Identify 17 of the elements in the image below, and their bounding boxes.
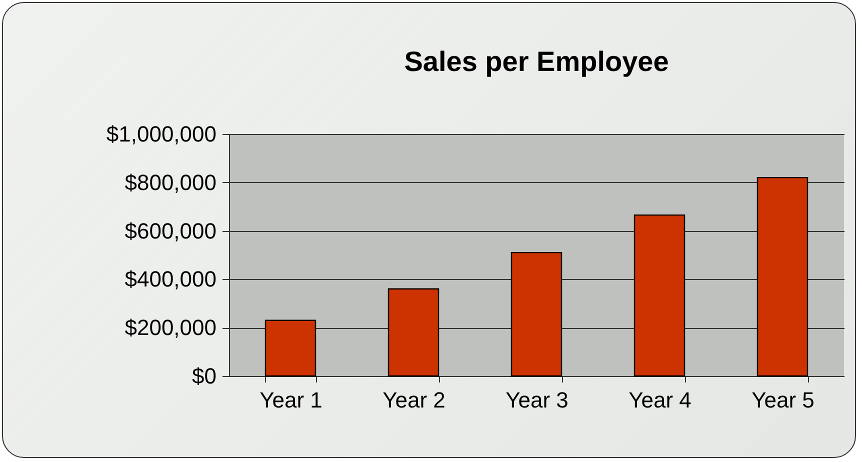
bar — [388, 288, 440, 377]
y-tick-label: $1,000,000 — [106, 122, 216, 146]
bar — [634, 214, 686, 377]
y-tick-label: $200,000 — [124, 315, 216, 340]
y-tick-label: $400,000 — [124, 266, 216, 292]
x-tick-label: Year 4 — [628, 388, 692, 412]
chart-title: Sales per Employee — [404, 46, 669, 77]
bar — [264, 320, 316, 377]
x-tick-label: Year 2 — [382, 388, 446, 412]
x-tick-label: Year 3 — [506, 388, 568, 412]
bar — [510, 252, 562, 377]
bar — [756, 176, 808, 377]
y-tick-label: $0 — [192, 364, 216, 388]
y-tick-label: $800,000 — [124, 170, 216, 195]
x-tick-label: Year 5 — [752, 388, 814, 412]
x-tick-label: Year 1 — [260, 388, 322, 412]
y-tick-label: $600,000 — [124, 218, 216, 244]
